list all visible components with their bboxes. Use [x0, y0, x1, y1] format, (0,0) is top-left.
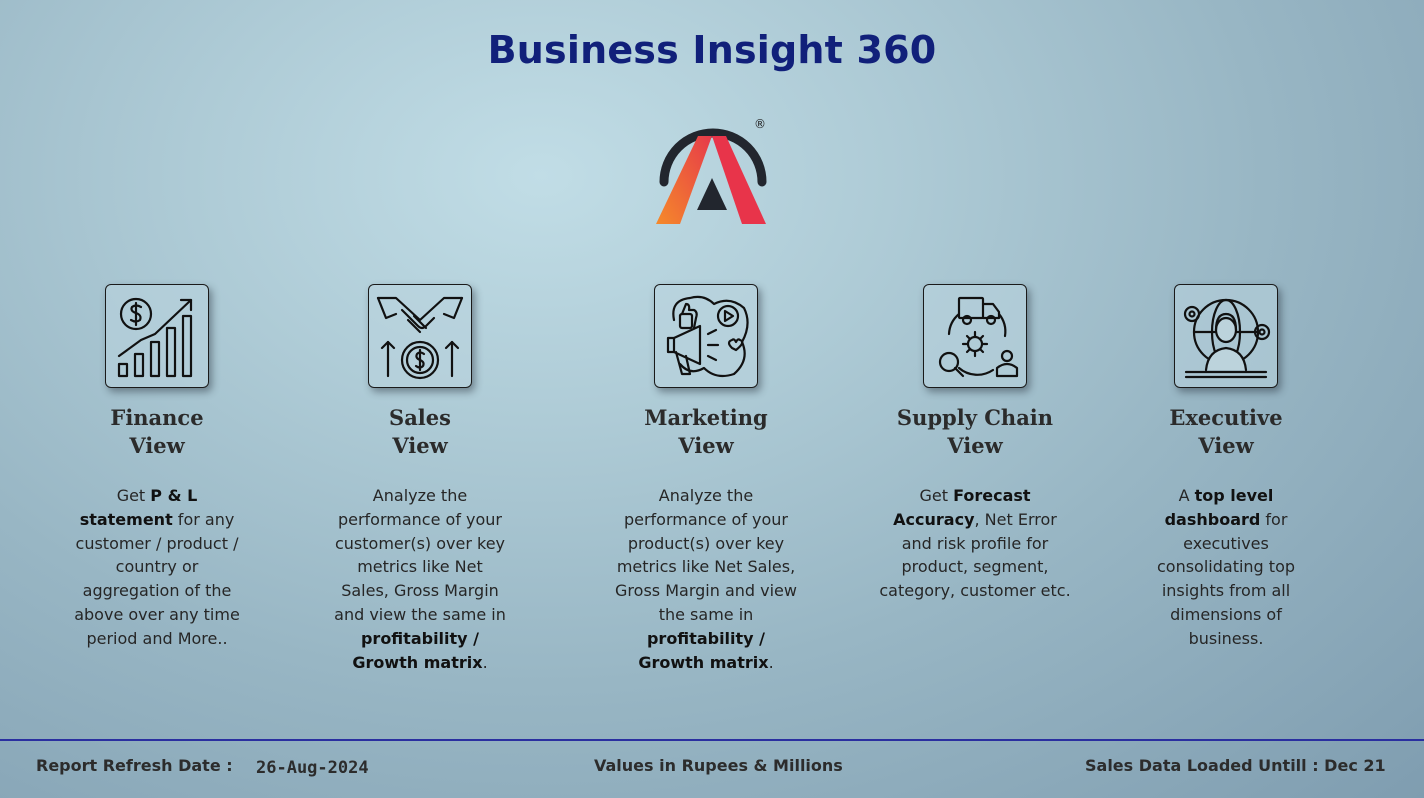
executive-globe-person-icon	[1183, 298, 1271, 379]
sales-data-loaded-note: Sales Data Loaded Untill : Dec 21	[1085, 756, 1386, 775]
supply-chain-view-title: Supply Chain View	[896, 405, 1054, 458]
supply-chain-view-description: Get Forecast Accuracy, Net Error and ris…	[879, 486, 1071, 601]
footer-divider	[0, 739, 1424, 741]
report-refresh-label: Report Refresh Date :	[36, 756, 233, 775]
marketing-megaphone-icon	[666, 295, 749, 378]
executive-view-title: Executive View	[1169, 405, 1283, 458]
svg-text:®: ®	[754, 117, 766, 131]
marketing-icon-button[interactable]	[654, 284, 758, 388]
finance-view-description: Get P & L statement for any customer / p…	[74, 486, 240, 648]
finance-chart-dollar-icon	[117, 297, 193, 378]
sales-view-description: Analyze the performance of your customer…	[334, 486, 506, 672]
values-unit-note: Values in Rupees & Millions	[594, 756, 843, 775]
executive-view-description: A top level dashboard for executives con…	[1156, 486, 1296, 648]
marketing-view-card[interactable]: Marketing View Analyze the performance of…	[586, 284, 826, 674]
marketing-view-title: Marketing View	[644, 405, 768, 458]
executive-icon-button[interactable]	[1174, 284, 1278, 388]
sales-view-card[interactable]: Sales View Analyze the performance of you…	[300, 284, 540, 674]
handshake-dollar-icon	[376, 296, 464, 380]
marketing-view-description: Analyze the performance of your product(…	[615, 486, 797, 672]
sales-view-title: Sales View	[389, 405, 451, 458]
supply-chain-truck-gear-icon	[938, 296, 1019, 378]
executive-view-card[interactable]: Executive View A top level dashboard for …	[1106, 284, 1346, 651]
supply-chain-view-card[interactable]: Supply Chain View Get Forecast Accuracy, …	[855, 284, 1095, 603]
report-refresh-date: 26-Aug-2024	[256, 758, 369, 778]
finance-icon-button[interactable]	[105, 284, 209, 388]
finance-view-card[interactable]: Finance View Get P & L statement for any …	[37, 284, 277, 651]
sales-icon-button[interactable]	[368, 284, 472, 388]
supply-chain-icon-button[interactable]	[923, 284, 1027, 388]
atliq-logo-icon: ®	[650, 112, 774, 230]
page-title: Business Insight 360	[487, 28, 937, 72]
finance-view-title: Finance View	[110, 405, 204, 458]
